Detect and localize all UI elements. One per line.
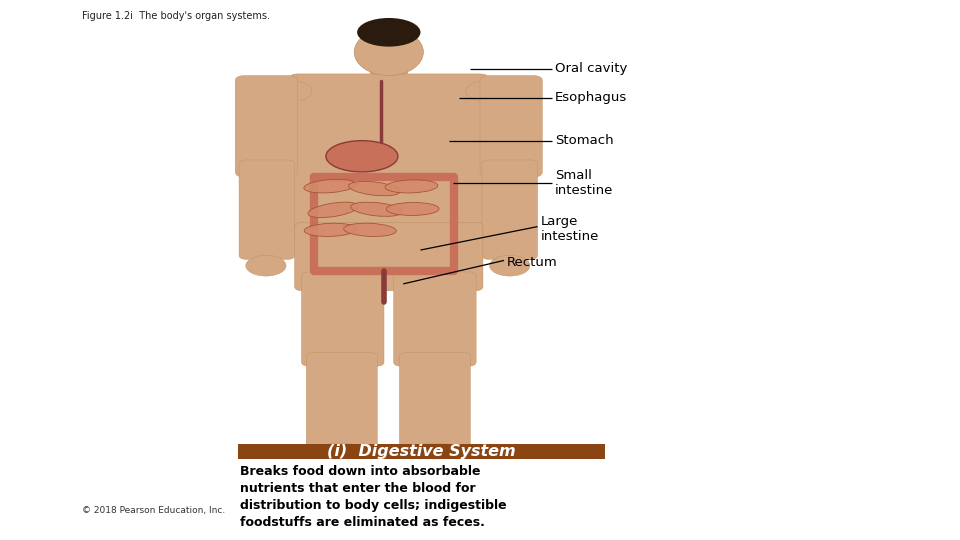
Text: Breaks food down into absorbable
nutrients that enter the blood for
distribution: Breaks food down into absorbable nutrien… (240, 464, 507, 529)
Text: Small
intestine: Small intestine (555, 170, 613, 197)
FancyBboxPatch shape (295, 222, 483, 291)
Bar (238, 444, 605, 460)
Ellipse shape (354, 29, 423, 76)
Ellipse shape (385, 180, 438, 193)
Text: Large
intestine: Large intestine (540, 215, 599, 243)
Ellipse shape (309, 443, 372, 459)
Ellipse shape (344, 223, 396, 237)
FancyBboxPatch shape (290, 74, 488, 239)
Text: © 2018 Pearson Education, Inc.: © 2018 Pearson Education, Inc. (82, 505, 225, 515)
FancyBboxPatch shape (235, 76, 298, 177)
Text: Stomach: Stomach (555, 134, 613, 147)
Ellipse shape (308, 202, 358, 218)
FancyBboxPatch shape (301, 272, 384, 366)
Ellipse shape (490, 255, 530, 276)
FancyBboxPatch shape (239, 160, 295, 259)
Ellipse shape (348, 181, 400, 196)
Ellipse shape (386, 202, 439, 215)
Text: (i)  Digestive System: (i) Digestive System (327, 444, 516, 459)
Ellipse shape (254, 79, 312, 103)
FancyBboxPatch shape (399, 353, 470, 448)
FancyBboxPatch shape (306, 353, 377, 448)
Ellipse shape (304, 179, 356, 193)
Ellipse shape (326, 140, 398, 172)
FancyBboxPatch shape (394, 272, 476, 366)
Ellipse shape (246, 255, 286, 276)
Bar (370, 62, 408, 80)
Text: Oral cavity: Oral cavity (555, 62, 627, 75)
Ellipse shape (357, 18, 420, 46)
Ellipse shape (350, 202, 402, 217)
Text: Rectum: Rectum (507, 256, 558, 269)
Text: Esophagus: Esophagus (555, 91, 627, 104)
Ellipse shape (466, 79, 523, 103)
Text: Figure 1.2i  The body's organ systems.: Figure 1.2i The body's organ systems. (82, 11, 270, 22)
FancyBboxPatch shape (482, 160, 538, 259)
FancyBboxPatch shape (480, 76, 542, 177)
Ellipse shape (304, 223, 357, 237)
Ellipse shape (403, 443, 467, 459)
